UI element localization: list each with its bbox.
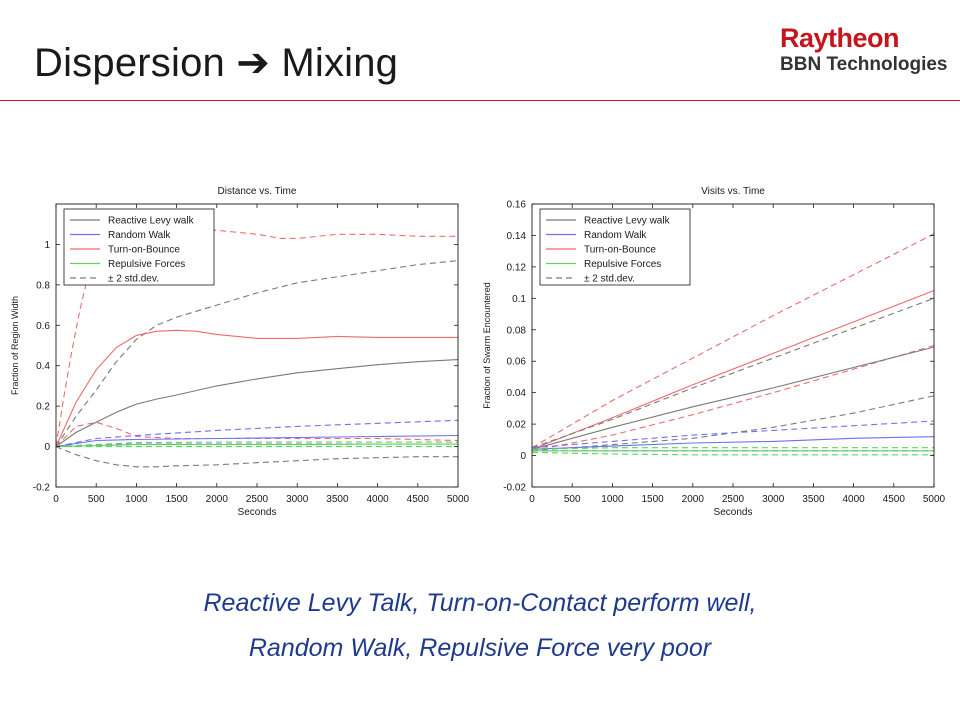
x-tick-label: 2500 <box>722 494 745 505</box>
y-tick-label: 0 <box>44 442 50 453</box>
x-tick-label: 5000 <box>923 494 946 505</box>
chart-title: Distance vs. Time <box>218 186 297 197</box>
title-right: Mixing <box>281 41 399 85</box>
y-tick-label: 0.14 <box>507 231 527 242</box>
x-tick-label: 5000 <box>447 494 470 505</box>
x-tick-label: 1000 <box>125 494 148 505</box>
legend-label: Reactive Levy walk <box>108 216 195 227</box>
arrow-icon: ➔ <box>236 41 271 85</box>
x-tick-label: 1500 <box>641 494 664 505</box>
y-tick-label: 0.16 <box>507 200 527 211</box>
y-tick-label: 0.08 <box>507 325 527 336</box>
series-group <box>56 221 458 468</box>
series-line <box>56 329 458 447</box>
chart-2: Visits vs. Time 0 500 1000 1500 2000 2500 3000 3… <box>482 186 946 518</box>
x-tick-label: 2000 <box>206 494 229 505</box>
series-line <box>532 344 934 452</box>
y-tick-label: -0.02 <box>503 483 526 494</box>
x-tick-label: 500 <box>88 494 105 505</box>
y-tick-label: 0.2 <box>36 402 50 413</box>
x-tick-label: 4500 <box>883 494 906 505</box>
series-line <box>56 359 458 448</box>
series-line <box>532 420 934 449</box>
series-line <box>56 443 458 448</box>
series-line <box>532 447 934 450</box>
y-tick-label: 0.12 <box>507 262 527 273</box>
x-tick-label: 500 <box>564 494 581 505</box>
x-tick-label: 4000 <box>366 494 389 505</box>
logo-line1: Raytheon <box>780 23 900 53</box>
x-tick-label: 4500 <box>407 494 430 505</box>
series-group <box>532 233 934 456</box>
series-line <box>56 260 458 447</box>
legend-label: Turn-on-Bounce <box>584 245 656 256</box>
legend-label: Repulsive Forces <box>584 259 661 270</box>
series-line <box>56 421 458 447</box>
legend-label: Reactive Levy walk <box>584 216 671 227</box>
legend-label: ± 2 std.dev. <box>108 274 159 285</box>
legend-box <box>539 208 691 286</box>
y-tick-label: 0.8 <box>36 280 50 291</box>
legend-label: Repulsive Forces <box>108 259 185 270</box>
y-tick-label: 0.6 <box>36 321 50 332</box>
y-tick-label: 0.06 <box>507 357 527 368</box>
legend-label: Random Walk <box>584 230 647 241</box>
legend-label: ± 2 std.dev. <box>584 274 635 285</box>
y-axis-label: Fraction of Region Width <box>10 296 20 395</box>
series-line <box>532 451 934 456</box>
x-axis-label: Seconds <box>238 507 277 518</box>
x-tick-label: 3000 <box>286 494 309 505</box>
y-tick-label: 0.4 <box>36 361 50 372</box>
chart-title: Visits vs. Time <box>701 186 765 197</box>
series-line <box>532 297 934 449</box>
series-line <box>56 446 458 468</box>
x-tick-label: 3500 <box>326 494 349 505</box>
x-tick-label: 4000 <box>842 494 865 505</box>
x-tick-label: 2500 <box>246 494 269 505</box>
series-line <box>532 289 934 450</box>
y-tick-label: 0.1 <box>512 294 526 305</box>
x-tick-label: 1500 <box>165 494 188 505</box>
legend-box <box>63 208 215 286</box>
legend-label: Turn-on-Bounce <box>108 245 180 256</box>
x-tick-label: 3000 <box>762 494 785 505</box>
x-tick-label: 0 <box>529 494 535 505</box>
series-line <box>532 233 934 449</box>
chart-1: Distance vs. Time 0 500 1000 1500 2000 2500 300… <box>10 186 470 518</box>
x-tick-label: 3500 <box>802 494 825 505</box>
page-title: Dispersion ➔ Mixing <box>34 40 398 86</box>
caption-line-1: Reactive Levy Talk, Turn-on-Contact perf… <box>203 589 757 617</box>
series-line <box>56 419 458 448</box>
series-line <box>532 346 934 450</box>
y-axis-label: Fraction of Swarm Encountered <box>482 282 492 409</box>
x-axis-label: Seconds <box>714 507 753 518</box>
company-logo: Raytheon BBN Technologies <box>780 24 948 78</box>
title-divider <box>0 100 960 101</box>
y-tick-label: 0.04 <box>507 388 527 399</box>
series-line <box>532 436 934 450</box>
y-tick-label: 0.02 <box>507 420 527 431</box>
y-tick-label: -0.2 <box>33 483 51 494</box>
y-tick-label: 1 <box>44 240 50 251</box>
x-tick-label: 0 <box>53 494 59 505</box>
series-line <box>56 434 458 448</box>
series-line <box>56 441 458 448</box>
x-tick-label: 1000 <box>601 494 624 505</box>
legend-label: Random Walk <box>108 230 171 241</box>
y-tick-label: 0 <box>520 451 526 462</box>
title-left: Dispersion <box>34 41 225 85</box>
logo-line2: BBN Technologies <box>780 54 948 75</box>
x-tick-label: 2000 <box>682 494 705 505</box>
caption-line-2: Random Walk, Repulsive Force very poor <box>248 634 712 662</box>
